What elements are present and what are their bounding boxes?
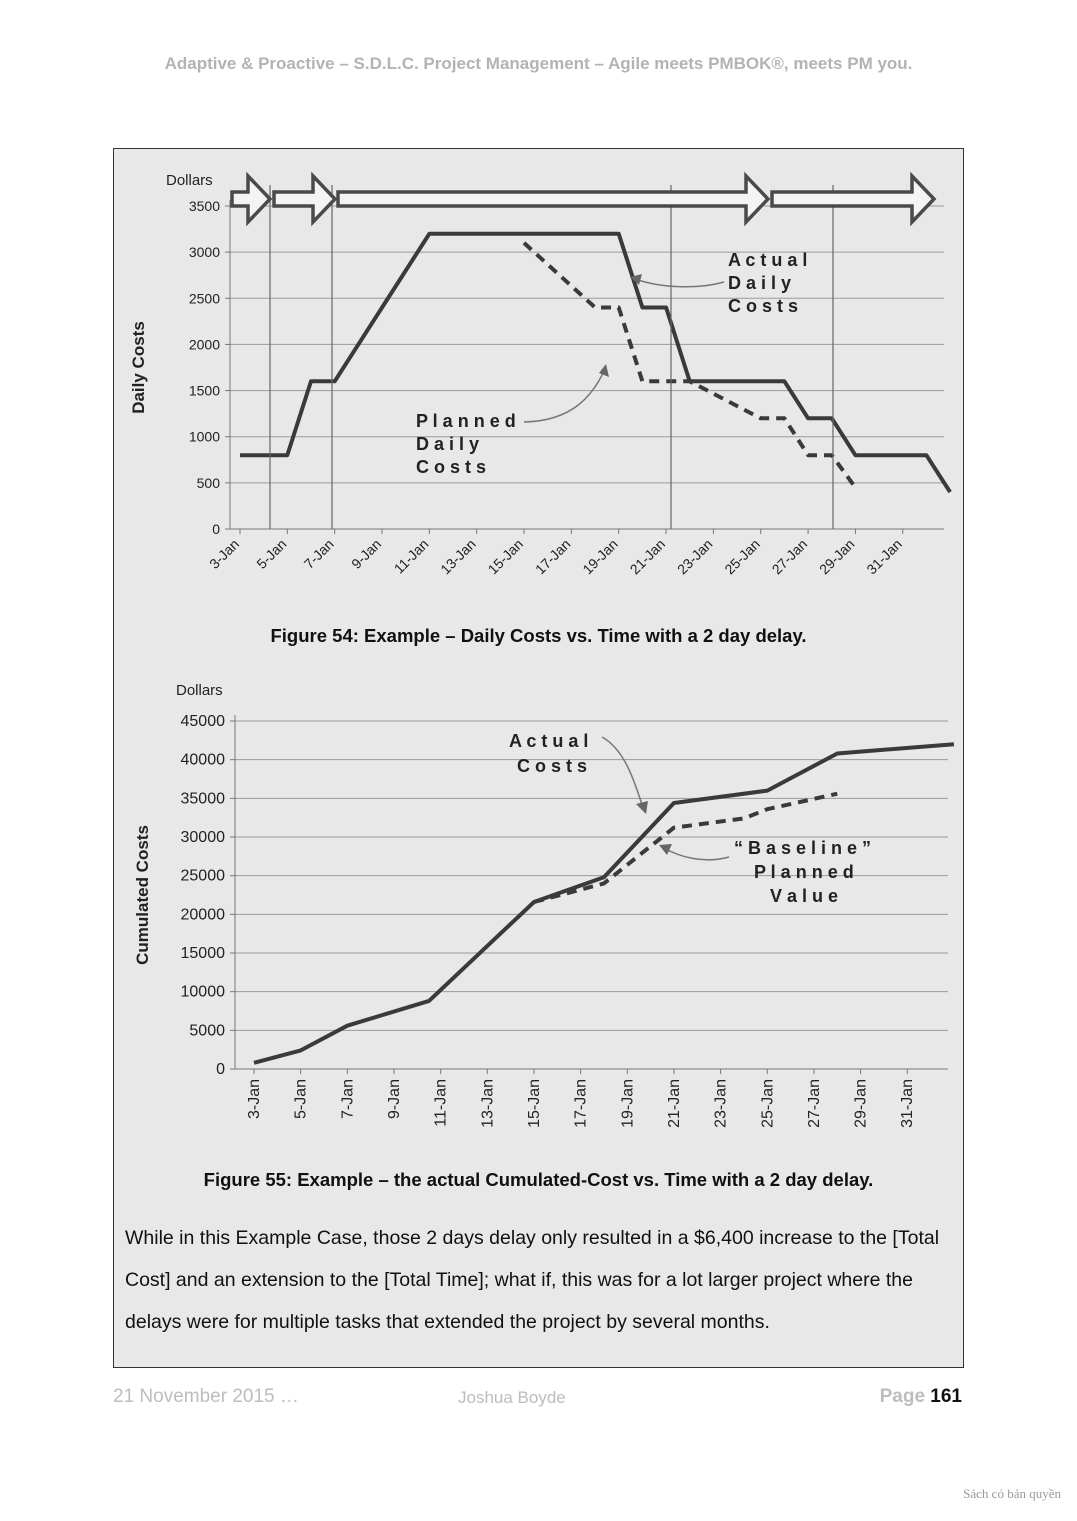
y-tick-label: 10000 [181,984,226,1001]
annotation-arrow [523,366,607,423]
y-tick-label: 30000 [181,829,226,846]
y-axis-title: Cumulated Costs [133,825,152,965]
y-tick-label: 35000 [181,790,226,807]
x-tick-label: 5-Jan [293,1079,310,1119]
planned-costs-annotation: D a i l y [416,434,479,454]
x-tick-label: 7-Jan [339,1079,356,1119]
x-tick-label: 9-Jan [386,1079,403,1119]
annotation-arrow [601,736,645,812]
y-tick-label: 45000 [181,713,226,730]
x-tick-label: 21-Jan [666,1079,683,1128]
figure-54-caption: Figure 54: Example – Daily Costs vs. Tim… [270,625,807,646]
annotation-arrowhead [636,801,648,814]
actual-series-line [253,742,955,1065]
y-tick-label: 15000 [181,945,226,962]
actual-costs-annotation: C o s t s [517,756,587,776]
page-number: 161 [930,1386,962,1407]
actual-costs-annotation: A c t u a l [728,250,807,270]
x-tick-label: 13-Jan [479,1079,496,1128]
y-tick-label: 2000 [189,336,220,352]
actual-costs-annotation: D a i l y [728,273,791,293]
baseline-annotation: P l a n n e d [754,862,854,882]
phase-arrow [336,171,771,227]
y-tick-label: 25000 [181,868,226,885]
y-tick-label: 1000 [189,429,220,445]
watermark: Sách có bản quyền [963,1486,1061,1501]
annotation-arrow [661,846,730,861]
x-tick-label: 29-Jan [853,1079,870,1128]
actual-series-line [240,231,952,494]
x-tick-label: 15-Jan [526,1079,543,1128]
running-header: Adaptive & Proactive – S.D.L.C. Project … [164,54,913,73]
y-tick-label: 2500 [189,290,220,306]
y-tick-label: 500 [197,475,221,491]
y-tick-label: 0 [212,521,220,537]
y-tick-label: 1500 [189,383,220,399]
x-tick-label: 23-Jan [713,1079,730,1128]
x-tick-label: 17-Jan [573,1079,590,1128]
y-tick-label: 40000 [181,752,226,769]
x-tick-label: 11-Jan [433,1079,450,1127]
y-tick-label: 3000 [189,244,220,260]
annotation-arrowhead [630,274,642,285]
footer-page: Page 161 [880,1386,962,1408]
annotation-arrowhead [599,364,609,377]
actual-costs-annotation: A c t u a l [509,731,588,751]
phase-arrow [770,171,937,227]
actual-costs-annotation: C o s t s [728,296,798,316]
planned-costs-annotation: C o s t s [416,457,486,477]
planned-costs-annotation: P l a n n e d [416,411,516,431]
baseline-annotation: V a l u e [770,886,838,906]
body-paragraph: While in this Example Case, those 2 days… [125,1227,940,1333]
y-unit-label: Dollars [166,172,213,189]
planned-series-line [533,791,838,904]
y-tick-label: 3500 [189,198,220,214]
x-tick-label: 3-Jan [246,1079,263,1119]
figure-55-caption: Figure 55: Example – the actual Cumulate… [203,1169,874,1190]
x-tick-label: 27-Jan [806,1079,823,1128]
phase-arrow [230,171,273,227]
x-tick-label: 25-Jan [759,1079,776,1128]
y-tick-label: 20000 [181,906,226,923]
cumulated-costs-chart: 0 5000 10000 15000 20000 25000 30000 35000 40000… [133,682,955,1128]
baseline-annotation: “ B a s e l i n e ” [734,838,871,858]
footer-author: Joshua Boyde [458,1388,566,1407]
planned-series-line [522,241,858,489]
annotation-arrowhead [659,844,672,855]
x-tick-label: 19-Jan [619,1079,636,1128]
y-axis-title: Daily Costs [129,321,148,414]
figure-frame: 0 500 1000 1500 2000 2500 3000 3500 3-Jan 5-Jan 7-… [113,148,964,1368]
footer-date: 21 November 2015 … [113,1386,299,1407]
page-label: Page [879,1386,926,1407]
y-tick-label: 0 [216,1061,225,1078]
y-unit-label: Dollars [176,682,223,699]
x-tick-label: 31-Jan [899,1079,916,1128]
y-tick-label: 5000 [189,1022,225,1039]
phase-arrow [272,171,338,227]
